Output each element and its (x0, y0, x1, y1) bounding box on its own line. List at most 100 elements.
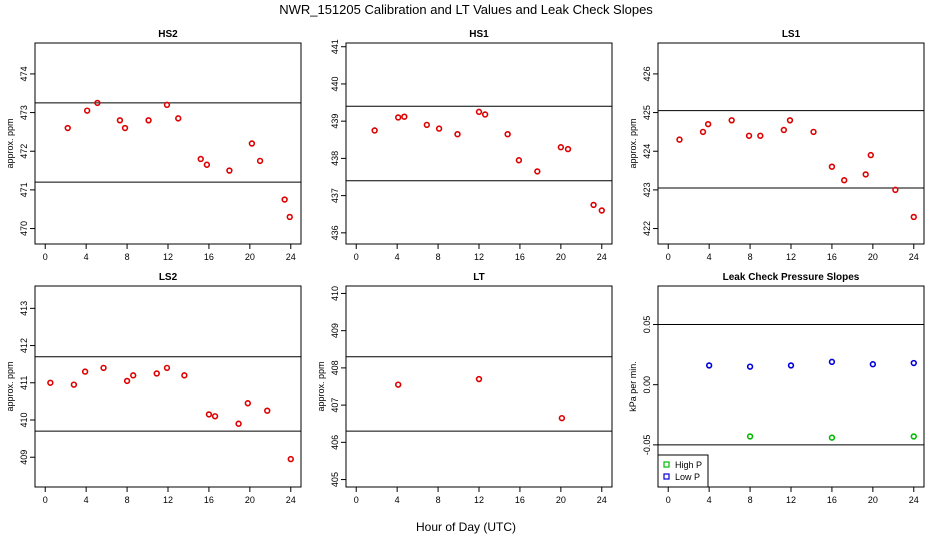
panel-1-point (248, 140, 256, 147)
panel-1-point (163, 101, 171, 109)
panel-5-x-tick-label: 20 (556, 495, 566, 505)
panel-2-x-tick-label: 4 (395, 252, 400, 262)
panel-5-point (475, 375, 483, 383)
panel-4-y-tick-label: 412 (19, 338, 29, 353)
panel-6-point (787, 362, 795, 369)
panel-5-x-tick-label: 8 (436, 495, 441, 505)
panel-4-title: LS2 (159, 272, 178, 283)
panel-1-point (256, 157, 264, 165)
panel-6-title: Leak Check Pressure Slopes (723, 272, 860, 283)
panel-4-x-tick-label: 16 (204, 495, 214, 505)
panel-6-legend-marker (663, 461, 670, 468)
panel-4-point (153, 370, 160, 377)
panel-4-point (47, 379, 54, 386)
panel-4-point (181, 372, 188, 379)
panel-4-point (123, 377, 131, 385)
panel-4-x-tick-label: 0 (43, 495, 48, 505)
panel-5-y-tick-label: 410 (330, 286, 340, 301)
panel-2-point (371, 127, 378, 134)
panel-1-point (281, 196, 288, 203)
panel-1-point (226, 167, 233, 174)
panel-1-point (64, 124, 71, 132)
panel-2-point (504, 130, 511, 138)
panel-3-point (745, 132, 753, 139)
panel-6-point (869, 361, 877, 368)
panel-2-y-tick-label: 437 (330, 188, 340, 203)
panel-6-legend (657, 454, 709, 488)
panel-2-y-tick-label: 441 (330, 39, 340, 54)
panel-2-point (475, 108, 483, 116)
panel-1-x-tick-label: 16 (204, 252, 214, 262)
panel-6-x-tick-label: 4 (707, 495, 712, 505)
panel-6-y-tick-label: 0.00 (642, 376, 652, 394)
panel-3-x-tick-label: 8 (748, 252, 753, 262)
panel-1-point (175, 115, 182, 122)
panel-2-point (401, 113, 408, 120)
panel-5-y-tick-label: 408 (330, 360, 340, 375)
panel-2-point (534, 168, 541, 175)
panel-6-legend-label: Low P (675, 472, 700, 482)
panel-2-point (598, 207, 605, 214)
panel-1-y-tick-label: 470 (19, 221, 29, 236)
panel-4-point (163, 364, 171, 372)
panel-6-x-tick-label: 0 (666, 495, 671, 505)
panel-2-x-tick-label: 16 (515, 252, 525, 262)
panel-1-x-tick-label: 0 (43, 252, 48, 262)
panel-3-point (910, 213, 917, 221)
panel-3-x-tick-label: 20 (868, 252, 878, 262)
panel-4-y-tick-label: 409 (19, 450, 29, 465)
panel-5-y-tick-label: 405 (330, 472, 340, 487)
panel-1-y-tick-label: 471 (19, 182, 29, 197)
panel-5-frame (345, 285, 613, 488)
panel-1-x-tick-label: 20 (245, 252, 255, 262)
panel-3-point (867, 151, 874, 159)
panel-2-y-tick-label: 440 (330, 76, 340, 91)
panel-1-x-tick-label: 24 (286, 252, 296, 262)
panel-2-point (423, 121, 431, 129)
panel-4-x-tick-label: 20 (245, 495, 255, 505)
panel-4-y-tick-label: 411 (19, 376, 29, 390)
panel-4-point (81, 368, 89, 375)
panel-6-point (746, 433, 754, 440)
panel-6-point (746, 363, 754, 370)
panel-4-x-tick-label: 24 (286, 495, 296, 505)
panel-3-point (757, 132, 764, 139)
panel-5-x-tick-label: 16 (515, 495, 525, 505)
panel-4-point (264, 407, 271, 414)
panel-4: LS2 0 4 8 12 16 20 24 409 410 411 412 413 approx. ppm (5, 272, 302, 505)
panel-2-y-tick-label: 436 (330, 225, 340, 240)
figure-x-axis-label: Hour of Day (UTC) (416, 520, 516, 534)
panel-6-point (705, 362, 713, 369)
panel-2-x-tick-label: 24 (597, 252, 607, 262)
panel-2-title: HS1 (469, 29, 489, 40)
panel-1-y-tick-label: 474 (19, 66, 29, 81)
panel-1-point (94, 99, 101, 107)
panel-2-point (557, 144, 565, 151)
panel-3-y-tick-label: 423 (642, 182, 652, 197)
panel-1-point (197, 155, 204, 163)
panel-6-x-tick-label: 8 (748, 495, 753, 505)
panel-1-point (203, 161, 211, 168)
panel-2-y-tick-label: 439 (330, 114, 340, 129)
panel-2-x-tick-label: 0 (354, 252, 359, 262)
panel-4-point (130, 372, 137, 379)
panel-1: HS2 0 4 8 12 16 20 24 470 471 472 473 474 approx. ppm (5, 29, 302, 262)
chart-panels: HS2 0 4 8 12 16 20 24 470 471 472 473 474 approx. ppm… (5, 29, 925, 505)
panel-1-y-tick-label: 473 (19, 105, 29, 120)
panel-3-title: LS1 (782, 29, 801, 40)
panel-3-x-tick-label: 24 (909, 252, 919, 262)
panel-4-y-axis-label: approx. ppm (5, 361, 15, 411)
panel-5-title: LT (473, 272, 484, 283)
panel-6-y-axis-label: kPa per min. (628, 361, 638, 412)
panel-4-point (100, 364, 107, 372)
panel-6-legend-label: High P (675, 460, 702, 470)
panel-2-point (564, 145, 572, 153)
panel-2: HS1 0 4 8 12 16 20 24 436 437 438 439 440 441 (330, 29, 613, 262)
panel-4-x-tick-label: 12 (163, 495, 173, 505)
panel-1-title: HS2 (158, 29, 178, 40)
panel-1-point (121, 124, 129, 132)
panel-6-point (910, 359, 917, 367)
panel-6-x-tick-label: 24 (909, 495, 919, 505)
panel-2-y-tick-label: 438 (330, 151, 340, 166)
